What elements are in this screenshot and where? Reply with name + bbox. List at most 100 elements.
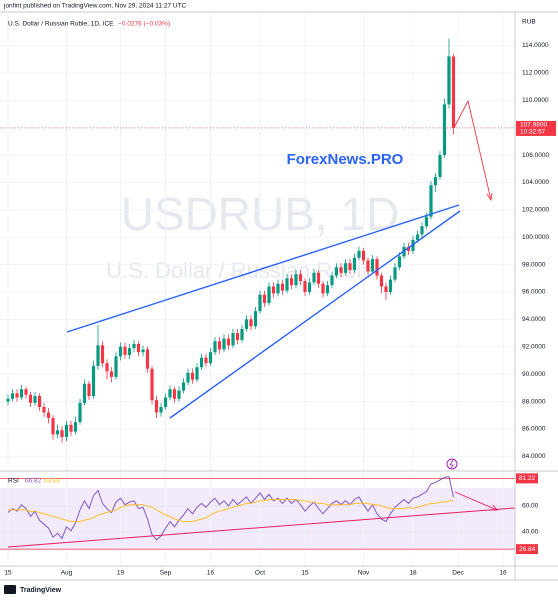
candle-body — [19, 389, 24, 398]
candle-body — [366, 260, 370, 272]
x-tick-label: 15 — [301, 570, 309, 577]
x-tick-label: Sep — [160, 570, 172, 577]
y-tick-label: 88.0000 — [522, 398, 546, 405]
candle-body — [276, 283, 280, 294]
candle-body — [388, 279, 393, 292]
candle-body — [321, 283, 325, 294]
candle-body — [213, 341, 217, 353]
candle-body — [339, 267, 343, 273]
rsi-arrow — [454, 491, 498, 511]
candle-body — [375, 259, 379, 276]
change: −0.0276 (−0.03%) — [118, 21, 170, 28]
candle-body — [244, 319, 249, 329]
candle-body — [123, 346, 127, 355]
candle-body — [235, 333, 240, 340]
rsi-line — [7, 476, 454, 541]
candle-body — [163, 397, 168, 408]
level-badge — [516, 544, 538, 555]
x-tick-label: 19 — [117, 570, 125, 577]
candle-body — [262, 294, 267, 303]
y-tick-label: 94.0000 — [522, 316, 546, 323]
candle-body — [429, 185, 433, 217]
y-tick-label: 112.0000 — [522, 70, 549, 77]
y-tick-label: 106.0000 — [522, 152, 549, 159]
y-tick-label: 60.00 — [522, 503, 539, 510]
candle-body — [105, 363, 109, 372]
y-tick-label: 92.0000 — [522, 343, 546, 350]
logo — [4, 585, 16, 594]
candle-body — [249, 319, 253, 327]
trend-line — [169, 210, 461, 419]
candle-body — [159, 407, 163, 413]
candle-body — [258, 294, 262, 312]
candle-body — [78, 402, 82, 423]
rsi-trend-line — [7, 507, 516, 548]
candle-body — [285, 278, 289, 291]
candle-body — [451, 56, 456, 128]
price-badge-countdown: 10:32:57 — [520, 129, 546, 136]
candle-body — [109, 371, 114, 377]
rsi-band — [0, 488, 515, 550]
candle-body — [87, 383, 91, 397]
candle-body — [343, 263, 348, 273]
grid — [0, 14, 515, 566]
price-badge — [516, 120, 556, 136]
candle-body — [132, 344, 136, 349]
event-icon[interactable] — [446, 458, 458, 470]
x-tick-label: 16 — [499, 570, 507, 577]
y-tick-label: 110.0000 — [522, 97, 549, 104]
candle-body — [312, 272, 316, 283]
x-tick-label: Dec — [452, 570, 464, 577]
candle-body — [280, 283, 285, 291]
y-axis-label: RUB — [522, 19, 536, 26]
candle-body — [222, 338, 226, 350]
candle-body — [136, 344, 141, 353]
candle-body — [411, 239, 415, 251]
candle-body — [208, 352, 213, 364]
x-tick-label: 16 — [207, 570, 215, 577]
candle-body — [307, 282, 312, 292]
candle-body — [325, 285, 330, 294]
candle-body — [424, 216, 429, 227]
candle-body — [352, 257, 357, 271]
y-tick-label: 100.0000 — [522, 234, 549, 241]
rsi-ma-value: 63.84 — [44, 478, 61, 485]
candle-body — [357, 250, 361, 258]
candle-body — [60, 430, 64, 438]
arrow-head — [486, 192, 493, 202]
y-tick-label: 86.0000 — [522, 426, 546, 433]
candle-body — [69, 424, 73, 432]
candle-body — [33, 396, 37, 403]
x-tick-label: 18 — [409, 570, 417, 577]
x-tick-label: 15 — [4, 570, 12, 577]
candle-body — [28, 394, 33, 403]
candle-body — [433, 176, 438, 186]
candle-body — [55, 430, 60, 435]
candle-body — [172, 389, 177, 399]
candle-body — [240, 328, 244, 340]
candle-body — [168, 389, 172, 398]
y-tick-label: 90.0000 — [522, 371, 546, 378]
x-tick-label: Aug — [61, 570, 73, 577]
candle-body — [51, 417, 55, 435]
candle-body — [361, 250, 366, 261]
candle-body — [415, 234, 420, 240]
x-tick-label: Nov — [358, 570, 370, 577]
candle-body — [199, 357, 204, 368]
rsi-value: 66.82 — [25, 478, 42, 485]
candle-body — [181, 382, 186, 391]
y-tick-label: 84.0000 — [522, 453, 546, 460]
level-label: 26.84 — [519, 546, 536, 553]
watermark-subtitle: U.S. Dollar / Russian Ruble — [106, 258, 374, 283]
candle-body — [204, 357, 208, 364]
candle-body — [348, 263, 352, 271]
y-tick-label: 98.0000 — [522, 261, 546, 268]
candle-body — [118, 346, 123, 357]
price-badge-label: 107.9800 — [520, 122, 547, 129]
candle-body — [91, 365, 96, 397]
candle-body — [186, 372, 190, 383]
forecast-arrow — [454, 99, 492, 201]
candle-body — [438, 155, 442, 177]
candle-body — [420, 226, 424, 235]
marks — [0, 38, 515, 550]
